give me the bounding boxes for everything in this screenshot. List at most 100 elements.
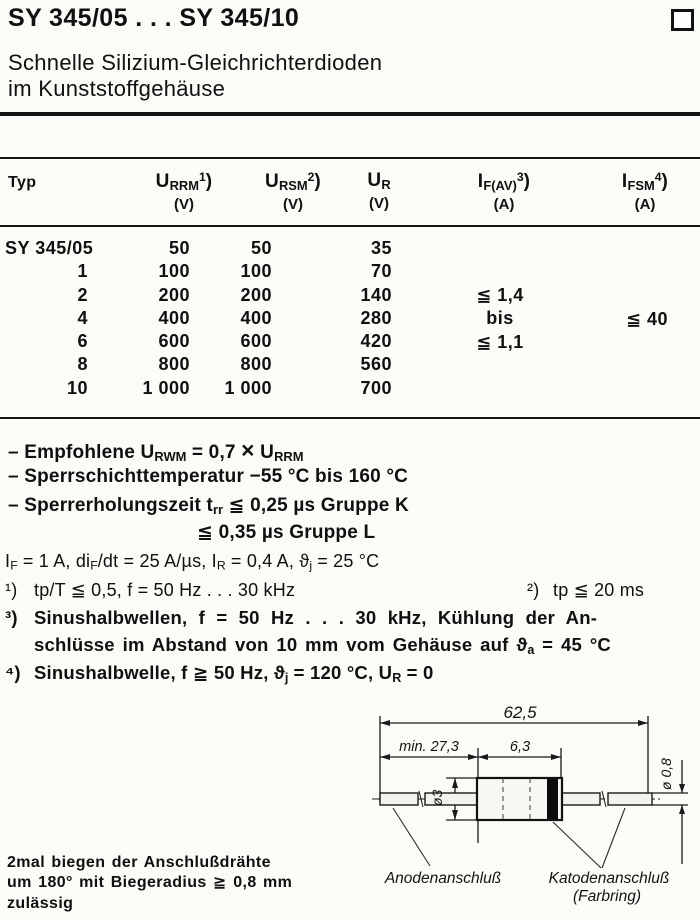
column-header-urrm: URRM1) (V): [156, 170, 213, 213]
note-junction-temp: – Sperrschichttemperatur −55 °C bis 160 …: [8, 466, 409, 487]
cell-typ: SY 345/05: [5, 238, 94, 258]
footnote-marker: ³): [5, 607, 18, 628]
cell-urrm: 400: [158, 307, 190, 328]
ifav-min: ≦ 1,1: [476, 331, 524, 352]
cell-ursm: 200: [240, 284, 272, 305]
ifav-max: ≦ 1,4: [476, 285, 524, 305]
table-row: SY 345/05 50 50 35: [0, 238, 700, 261]
cathode-label: Katodenanschluß: [549, 870, 670, 887]
cell-urrm: 200: [158, 284, 190, 305]
cell-ur: 700: [360, 377, 392, 398]
footnote-3-line2: schlüsse im Abstand von 10 mm vom Gehäus…: [34, 634, 611, 657]
column-header-ur: UR (V): [367, 170, 390, 212]
column-unit: (V): [283, 196, 303, 214]
cathode-label-farbring: (Farbring): [573, 888, 641, 905]
cell-ur: 280: [360, 307, 392, 328]
footnote-marker: ⁴): [5, 662, 21, 683]
note-recovery-time: – Sperrerholungszeit trr ≦ 0,25 µs Grupp…: [8, 495, 409, 517]
spec-table-body: SY 345/05 50 50 35 1 100 100 70 2 200 20…: [0, 238, 700, 401]
column-symbol: IF(AV)3): [477, 170, 531, 193]
test-conditions: IF = 1 A, diF/dt = 25 A/µs, IR = 0,4 A, …: [5, 551, 380, 573]
cathode-lead-segment: [561, 792, 601, 806]
cell-ursm: 50: [250, 238, 272, 258]
thick-divider-rule: [0, 112, 700, 116]
footnote-1: ¹) tp/T ≦ 0,5, f = 50 Hz . . . 30 kHz: [5, 580, 295, 601]
footnote-text: tp ≦ 20 ms: [553, 580, 645, 600]
ifav-bis: bis: [486, 308, 514, 329]
cell-ur: 70: [370, 261, 392, 282]
cell-ur: 35: [370, 238, 392, 258]
cell-ursm: 400: [240, 307, 272, 328]
footnote-marker: ²): [527, 580, 540, 600]
column-header-ifav: IF(AV)3) (A): [478, 170, 530, 213]
column-symbol: UR: [367, 170, 391, 192]
dimension-label-overall: 62,5: [503, 703, 537, 722]
dimension-label-body-diameter: ø3: [429, 789, 445, 806]
table-row: 10 1 000 1 000 700: [0, 378, 700, 401]
bend-note-line: um 180° mit Biegeradius ≧ 0,8 mm: [7, 874, 293, 892]
column-unit: (V): [368, 195, 389, 212]
column-header-typ: Typ: [8, 174, 37, 191]
footnote-3-line1: ³) Sinushalbwellen, f = 50 Hz . . . 30 kH…: [5, 607, 597, 629]
note-recovery-time-l: ≦ 0,35 µs Gruppe L: [197, 522, 376, 543]
table-row: 1 100 100 70: [0, 261, 700, 284]
page-title: SY 345/05 . . . SY 345/10: [8, 4, 300, 32]
subtitle-line-2: im Kunststoffgehäuse: [8, 76, 226, 101]
cell-urrm: 800: [158, 354, 190, 375]
column-symbol: URRM1): [155, 170, 213, 193]
column-unit: (V): [174, 196, 194, 214]
cell-ursm: 600: [240, 331, 272, 352]
cell-ursm: 800: [240, 354, 272, 375]
subtitle-line-1: Schnelle Silizium-Gleichrichterdioden: [8, 50, 383, 75]
bend-note: 2mal biegen der Anschlußdrähte um 180° m…: [7, 853, 292, 914]
dimension-arrows: [380, 720, 685, 820]
footnote-marker: ¹): [5, 580, 18, 600]
diode-package: [379, 776, 653, 822]
corner-checkbox: [671, 9, 694, 31]
footnote-2: ²) tp ≦ 20 ms: [527, 580, 644, 601]
cell-urrm: 600: [158, 331, 190, 352]
anode-label: Anodenanschluß: [384, 870, 501, 887]
cell-typ: 8: [77, 354, 88, 375]
ifav-range-value: ≦ 1,4 bis ≦ 1,1: [430, 284, 570, 354]
cathode-band: [547, 779, 558, 819]
note-urwm: – Empfohlene URWM = 0,7 × URRM: [8, 437, 304, 464]
ifsm-value: ≦ 40: [625, 309, 669, 329]
page-subtitle: Schnelle Silizium-Gleichrichterdioden im…: [8, 50, 382, 102]
table-row: 6 600 600 420: [0, 331, 700, 354]
bend-note-line: 2mal biegen der Anschlußdrähte: [7, 854, 271, 871]
cell-typ: 4: [77, 307, 88, 328]
column-header-ursm: URSM2) (V): [265, 170, 321, 213]
cell-ursm: 100: [240, 261, 272, 282]
footnote-text: tp/T ≦ 0,5, f = 50 Hz . . . 30 kHz: [34, 580, 296, 600]
cathode-lead-segment: [607, 792, 653, 806]
table-top-rule: [0, 157, 700, 159]
table-row: 8 800 800 560: [0, 354, 700, 377]
table-bottom-rule: [0, 417, 700, 419]
cell-urrm: 50: [168, 238, 190, 258]
column-unit: (A): [634, 196, 656, 214]
cell-ursm: 1 000: [224, 377, 272, 398]
bend-note-line: zulässig: [7, 894, 74, 912]
cell-urrm: 100: [158, 261, 190, 282]
anode-lead-segment: [379, 792, 419, 806]
table-row: 2 200 200 140: [0, 285, 700, 308]
cell-typ: 10: [66, 377, 88, 398]
dimension-label-lead-diameter: ø 0,8: [658, 758, 674, 790]
footnote-text: Sinushalbwelle, f ≧ 50 Hz, ϑj = 120 °C, …: [34, 662, 434, 685]
cell-ur: 140: [360, 284, 392, 305]
cell-typ: 2: [77, 284, 88, 305]
footnote-4: ⁴) Sinushalbwelle, f ≧ 50 Hz, ϑj = 120 °C…: [5, 662, 434, 685]
dimension-label-body-length: 6,3: [510, 739, 530, 755]
column-header-ifsm: IFSM4) (A): [622, 170, 668, 213]
footnote-text: Sinushalbwellen, f = 50 Hz . . . 30 kHz,…: [34, 607, 598, 628]
cell-typ: 6: [77, 331, 88, 352]
dimension-label-lead-length: min. 27,3: [399, 739, 459, 755]
column-symbol: IFSM4): [621, 170, 669, 193]
column-unit: (A): [493, 196, 515, 214]
cell-urrm: 1 000: [142, 377, 190, 398]
cell-typ: 1: [77, 261, 88, 282]
table-header-rule: [0, 225, 700, 227]
table-row: 4 400 400 280: [0, 308, 700, 331]
